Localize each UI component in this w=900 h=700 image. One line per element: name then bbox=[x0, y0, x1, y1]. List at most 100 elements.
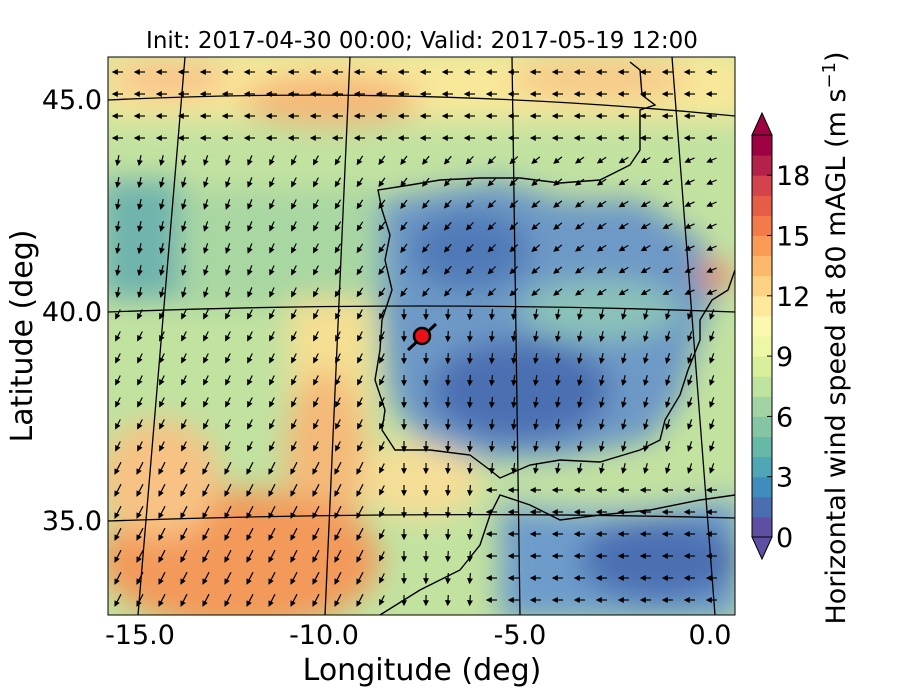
wind-vector bbox=[444, 594, 451, 607]
wind-vector bbox=[115, 176, 121, 189]
wind-vector bbox=[290, 527, 298, 541]
wind-vector bbox=[181, 221, 187, 232]
colorbar-segment bbox=[752, 336, 772, 357]
wind-vector bbox=[290, 461, 298, 475]
wind-vector bbox=[487, 178, 497, 187]
wind-vector bbox=[533, 441, 539, 453]
wind-vector bbox=[618, 266, 629, 274]
wind-vector bbox=[662, 267, 673, 273]
wind-vector bbox=[158, 549, 166, 563]
wind-vector bbox=[225, 177, 231, 188]
wind-vector bbox=[378, 199, 386, 210]
wind-vector bbox=[181, 199, 187, 210]
wind-vector bbox=[269, 199, 275, 210]
wind-vector bbox=[202, 505, 210, 519]
wind-vector bbox=[618, 178, 629, 186]
colorbar-segment bbox=[752, 175, 772, 196]
wind-vector bbox=[443, 287, 452, 297]
wind-vector bbox=[400, 221, 408, 231]
wind-vector bbox=[466, 418, 473, 431]
wind-vector bbox=[379, 551, 385, 562]
x-ticks: -15.0 -10.0 -5.0 0.0 bbox=[105, 620, 731, 651]
colorbar-segment bbox=[752, 155, 772, 176]
wind-vector bbox=[158, 571, 166, 585]
wind-vector bbox=[665, 331, 671, 342]
wind-vector bbox=[224, 527, 232, 541]
wind-vector bbox=[180, 461, 188, 475]
wind-vector bbox=[356, 505, 364, 519]
wind-vector bbox=[379, 419, 385, 430]
wind-vector bbox=[291, 265, 297, 276]
wind-vector bbox=[379, 441, 385, 452]
wind-vector bbox=[136, 549, 144, 563]
wind-vector bbox=[577, 418, 583, 431]
wind-vector bbox=[575, 288, 585, 296]
wind-vector bbox=[618, 222, 629, 230]
wind-vector bbox=[247, 265, 253, 276]
wind-vector bbox=[465, 177, 474, 187]
wind-vector bbox=[225, 375, 231, 386]
wind-vector bbox=[335, 353, 341, 364]
wind-vector bbox=[137, 154, 143, 167]
wind-vector bbox=[709, 331, 715, 342]
wind-vector bbox=[203, 441, 209, 452]
wind-vector bbox=[487, 200, 497, 209]
wind-vector bbox=[291, 177, 297, 188]
wind-vector bbox=[181, 353, 187, 364]
wind-vector bbox=[487, 266, 497, 275]
wind-vector bbox=[510, 462, 517, 475]
wind-vector bbox=[555, 396, 561, 409]
wind-vector bbox=[640, 266, 651, 274]
wind-vector bbox=[334, 549, 342, 563]
wind-vector bbox=[357, 419, 363, 430]
wind-vector bbox=[159, 353, 165, 364]
wind-vector bbox=[313, 397, 319, 408]
wind-vector bbox=[334, 593, 342, 607]
wind-vector bbox=[443, 243, 452, 253]
map-panel bbox=[108, 57, 735, 615]
wind-vector bbox=[533, 309, 539, 321]
wind-vector bbox=[643, 331, 649, 342]
wind-vector bbox=[137, 397, 143, 408]
wind-vector bbox=[356, 243, 364, 254]
wind-vector bbox=[137, 286, 143, 299]
wind-vector bbox=[137, 419, 143, 430]
wind-vector bbox=[312, 505, 320, 519]
wind-vector bbox=[400, 155, 408, 165]
wind-vector bbox=[334, 483, 342, 497]
wind-vector bbox=[466, 594, 473, 607]
colorbar-segment bbox=[752, 295, 772, 317]
wind-vector bbox=[203, 397, 209, 408]
wind-vector bbox=[488, 418, 495, 431]
wind-vector bbox=[466, 506, 473, 519]
wind-vector bbox=[203, 265, 209, 276]
wind-vector bbox=[400, 287, 408, 297]
wind-vector bbox=[181, 441, 187, 452]
wind-vector bbox=[115, 242, 121, 255]
y-ticks: 45.0 40.0 35.0 bbox=[42, 85, 102, 537]
colorbar-segment bbox=[752, 496, 772, 518]
colorbar-segment bbox=[752, 195, 772, 216]
wind-vector bbox=[334, 155, 342, 166]
wind-speed-shading bbox=[108, 57, 735, 615]
wind-vector bbox=[181, 243, 187, 254]
wind-vector bbox=[335, 397, 341, 408]
wind-vector bbox=[313, 331, 319, 342]
wind-vector bbox=[115, 198, 121, 211]
colorbar-extend-min bbox=[751, 536, 773, 561]
wind-vector bbox=[136, 461, 144, 475]
wind-vector bbox=[596, 288, 607, 296]
wind-vector bbox=[159, 441, 165, 452]
wind-vector bbox=[334, 527, 342, 541]
wind-vector bbox=[488, 308, 495, 321]
colorbar-tick-label: 18 bbox=[776, 161, 810, 192]
wind-vector bbox=[531, 222, 541, 230]
wind-vector bbox=[509, 222, 519, 231]
wind-vector bbox=[268, 505, 276, 519]
wind-vector bbox=[400, 199, 408, 209]
wind-vector bbox=[379, 331, 385, 342]
colorbar-tick-label: 15 bbox=[776, 222, 810, 253]
wind-vector bbox=[465, 155, 474, 165]
wind-vector bbox=[687, 397, 693, 408]
wind-vector bbox=[224, 593, 232, 607]
